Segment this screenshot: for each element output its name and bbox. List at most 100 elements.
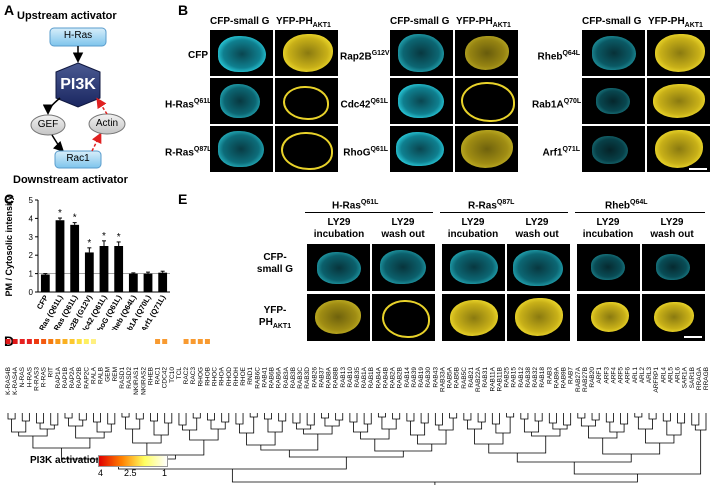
tree-branch [353,422,369,433]
tree-branch [146,440,205,456]
upstream-title: Upstream activator [17,10,117,22]
b2-header-cfp: CFP-small G [390,16,450,27]
actin-node-label: Actin [95,118,119,129]
tree-branch [392,413,401,420]
legend-tick: 4 [98,468,104,478]
activation-square [62,339,68,344]
significance-star: * [58,208,62,219]
b-row-label: H-RasQ61L [165,98,212,111]
micrograph [582,126,645,172]
leaf-label: RAB8B [333,367,340,388]
leaf-label: RALA [90,366,97,384]
gef-node-label: GEF [37,119,59,130]
leaf-label: ARL2 [639,367,646,384]
leaf-label: RAB33A [439,366,446,392]
tree-branch [189,429,219,441]
tree-branch [438,418,454,431]
tree-branch [260,434,319,451]
gef-to-rac1-arrow [51,134,65,153]
e-group-divider [305,212,433,213]
leaf-label: RRAGA [696,366,703,390]
leaf-label: RALB [98,367,105,384]
pi3k-to-gef-arrow [42,97,61,115]
e-condition-header: LY29 wash out [381,217,425,240]
leaf-label: RAB32 [532,367,539,388]
tree-branch [303,426,333,435]
dendrogram: K-RAS4B K-RAS4A N-RAS H-RAS R-RAS3 R-RAS RIT RA… [5,339,710,485]
leaf-label: RAB27B [582,367,589,392]
downstream-title: Downstream activator [13,174,128,186]
leaf-label: RASD1 [119,367,126,389]
leaf-label: RAP2C [83,367,90,389]
leaf-label: RHOH [233,367,240,386]
activation-square [5,339,11,344]
significance-star: * [73,213,77,224]
tree-branch [78,413,87,421]
activation-square [69,339,75,344]
leaf-label: CDC42 [162,367,169,389]
tree-branch [677,413,686,424]
leaf-label: SAR1B [689,367,696,388]
tree-branch [207,413,215,421]
y-axis-label: PM / Cytosolic intensity [4,195,14,296]
hras-node-label: H-Ras [63,30,93,41]
activation-square [76,339,82,344]
e-group-label: RhebQ64L [605,199,648,212]
leaf-label: RAB2A [390,366,397,388]
leaf-label: K-RAS4B [5,367,12,395]
y-tick-label: 2 [29,251,34,260]
leaf-label: H-RAS [26,366,33,387]
bar [99,246,109,292]
leaf-label: RAP2A [69,366,76,388]
micrograph [390,30,453,76]
b-row-label: Cdc42Q61L [340,98,388,111]
micrograph [647,30,710,76]
bar [114,246,124,292]
leaf-label: RAB6C [254,367,261,389]
activation-square [83,339,89,344]
tree-branch [417,430,447,445]
activation-square [26,339,32,344]
micrograph [455,126,518,172]
pi3k-node-label: PI3K [60,76,96,93]
tree-branch [21,413,30,422]
tree-branch [231,469,638,483]
leaf-label: RHOB [204,367,211,386]
leaf-label: R-RAS3 [33,367,40,391]
tree-branch [694,413,707,431]
tree-branch [602,438,661,455]
micrograph [275,126,338,172]
micrograph [210,78,273,124]
leaf-label: RAC1 [155,367,162,385]
bar [143,273,153,292]
tree-branch [491,413,500,425]
rac1-node-label: Rac1 [66,153,90,164]
leaf-label: RAB11B [496,367,503,391]
leaf-label: RAB3C [297,367,304,389]
tree-branch [50,413,59,426]
pi3k-node [55,62,101,108]
activation-square [155,339,161,344]
tree-branch [609,422,625,433]
tree-branch [374,439,433,452]
tree-branch [620,413,629,425]
leaf-label: RHEB [147,367,154,385]
micrograph [390,78,453,124]
micrograph [442,294,505,341]
activation-square [197,339,203,344]
tree-branch [306,413,315,426]
leaf-label: RAB19 [418,367,425,388]
activation-square [183,339,189,344]
tree-branch [164,413,173,424]
micrograph [642,294,705,341]
activation-square [162,339,168,344]
y-tick-label: 0 [29,288,34,297]
gef-node [30,114,66,136]
tree-branch [548,413,557,424]
leaf-label: RAB5A [447,366,454,388]
tree-branch [349,413,358,423]
leaf-label: RAB27A [575,366,582,392]
e-condition-header: LY29 wash out [650,217,694,240]
tree-branch [466,420,483,430]
tree-branch [474,429,504,445]
